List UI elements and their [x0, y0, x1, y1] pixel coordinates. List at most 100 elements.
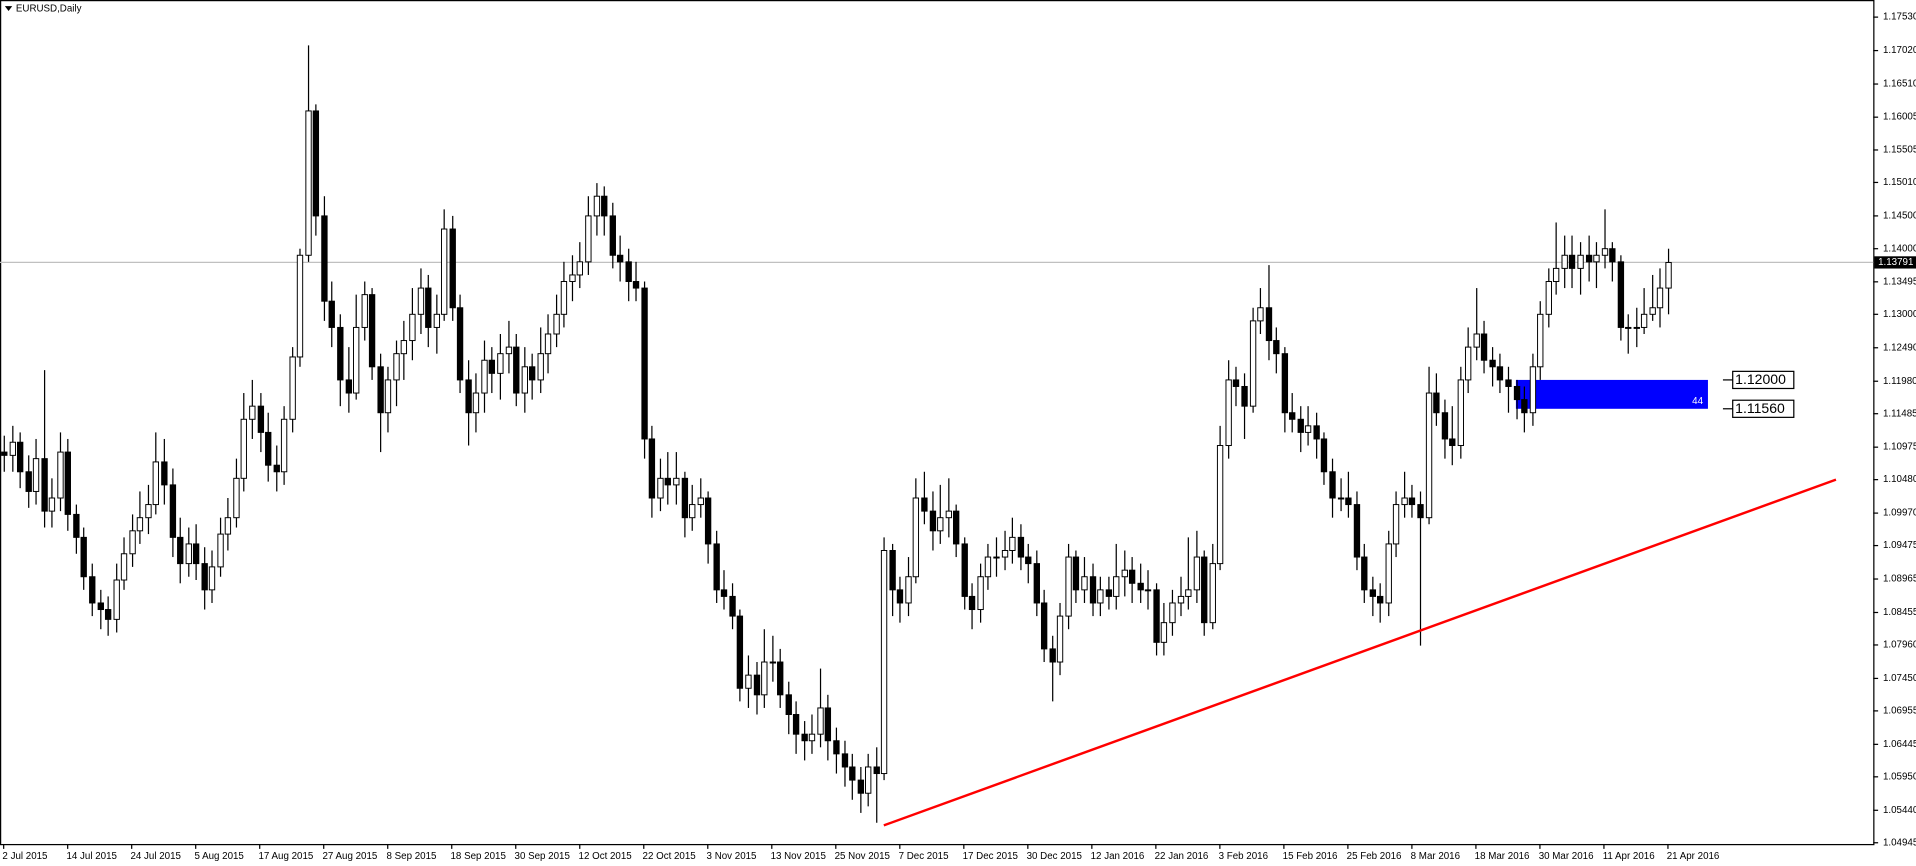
candle-body — [177, 536, 184, 565]
x-tick-label: 5 Aug 2015 — [194, 851, 244, 862]
candle-body — [1617, 261, 1625, 328]
candle-body — [1072, 556, 1080, 591]
candle-body — [233, 477, 240, 519]
candle-body — [753, 674, 761, 696]
candle-body — [97, 602, 104, 611]
candle-body — [433, 313, 441, 328]
candle-body — [1449, 438, 1456, 447]
candle-body — [873, 766, 880, 775]
candle-body — [937, 517, 944, 532]
candle-body — [1009, 536, 1016, 551]
y-tick-label: 1.07960 — [1883, 640, 1916, 651]
candle-body — [1593, 254, 1600, 263]
candle-body — [1529, 366, 1537, 414]
candle-body — [1473, 333, 1480, 348]
candle-body — [929, 510, 937, 532]
candle-body — [1464, 346, 1472, 381]
candle-body — [73, 513, 80, 538]
candle-body — [481, 359, 488, 394]
candle-body — [1297, 418, 1304, 433]
candle-body — [1232, 379, 1240, 387]
candle-body — [1185, 589, 1192, 597]
candle-body — [1537, 313, 1544, 368]
y-tick-label: 1.17530 — [1883, 12, 1916, 23]
candle-body — [1025, 556, 1032, 565]
candle-body — [657, 477, 664, 499]
candle-body — [1457, 379, 1465, 447]
candle-body — [1625, 326, 1632, 329]
candle-body — [1265, 307, 1273, 342]
candle-body — [208, 566, 216, 591]
candle-body — [1552, 267, 1560, 283]
candle-body — [1065, 556, 1072, 617]
menu-arrow[interactable] — [4, 6, 13, 12]
candle-body — [593, 195, 601, 217]
candle-body — [801, 733, 808, 742]
y-tick-label: 1.16510 — [1883, 79, 1916, 90]
candle-body — [824, 707, 832, 742]
candle-body — [449, 228, 456, 309]
candle-body — [1169, 602, 1176, 624]
candle-body — [761, 661, 768, 696]
candle-body — [769, 661, 777, 664]
candle-body — [368, 294, 376, 368]
candle-body — [113, 579, 120, 620]
y-tick-label: 1.05950 — [1883, 771, 1916, 782]
candle-body — [16, 441, 24, 473]
candle-body — [528, 366, 536, 381]
candle-body — [1056, 615, 1064, 663]
candle-body — [1385, 543, 1392, 604]
candle-body — [1545, 281, 1552, 315]
candle-body — [792, 714, 800, 735]
candle-body — [9, 441, 17, 456]
candle-body — [704, 497, 712, 545]
candle-body — [681, 477, 689, 519]
x-tick-label: 27 Aug 2015 — [322, 851, 377, 862]
candle-body — [1040, 602, 1048, 650]
candle-body — [1225, 379, 1232, 447]
candle-body — [961, 543, 968, 597]
candle-body — [1257, 307, 1264, 322]
candle-body — [1281, 353, 1289, 414]
candle-body — [337, 326, 344, 381]
x-tick-label: 12 Jan 2016 — [1091, 851, 1145, 862]
y-tick-label: 1.05440 — [1883, 805, 1916, 816]
candle-body — [1313, 425, 1320, 440]
candle-body — [409, 313, 416, 342]
candle-body — [169, 484, 177, 538]
candle-body — [720, 589, 728, 597]
candle-body — [865, 766, 872, 794]
candle-body — [249, 405, 256, 420]
candle-body — [560, 281, 568, 315]
candle-body — [1081, 576, 1088, 591]
candle-body — [896, 589, 904, 604]
x-tick-label: 18 Mar 2016 — [1475, 851, 1530, 862]
candle-body — [849, 766, 856, 781]
candle-body — [57, 451, 64, 499]
y-tick-label: 1.17020 — [1883, 45, 1916, 56]
candle-body — [1160, 622, 1168, 643]
candle-body — [1216, 445, 1224, 565]
candle-body — [152, 461, 159, 506]
y-tick-label: 1.11980 — [1883, 376, 1916, 387]
x-tick-label: 3 Feb 2016 — [1219, 851, 1268, 862]
candle-body — [1656, 287, 1664, 309]
candle-body — [1105, 589, 1113, 597]
candle-body — [945, 510, 953, 519]
x-tick-label: 22 Oct 2015 — [643, 851, 697, 862]
candle-body — [1408, 497, 1416, 506]
x-tick-label: 7 Dec 2015 — [899, 851, 949, 862]
candle-body — [1609, 248, 1616, 263]
candle-body — [1337, 497, 1345, 500]
candle-body — [1561, 254, 1568, 269]
candle-body — [952, 510, 960, 545]
candle-body — [361, 294, 368, 328]
candle-body — [977, 576, 984, 611]
y-tick-label: 1.11485 — [1883, 408, 1916, 419]
candle-body — [616, 254, 624, 263]
candle-body — [1241, 385, 1248, 407]
x-tick-label: 17 Aug 2015 — [258, 851, 313, 862]
candle-body — [689, 504, 696, 519]
y-tick-label: 1.12490 — [1883, 342, 1916, 353]
